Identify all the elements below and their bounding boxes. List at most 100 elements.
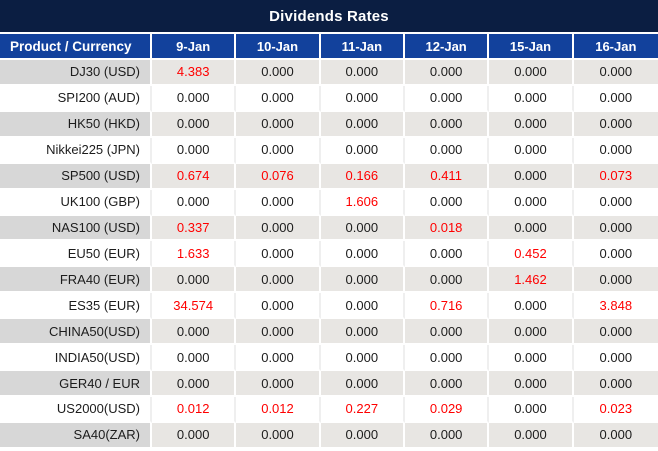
rate-cell: 0.000 (404, 60, 490, 86)
product-cell: SPI200 (AUD) (0, 85, 152, 112)
rate-cell: 0.000 (236, 422, 321, 449)
rate-cell: 0.000 (152, 85, 237, 112)
rate-cell: 0.000 (152, 137, 237, 164)
table-row: SPI200 (AUD) 0.000 0.000 0.000 0.000 0.000 0.0… (0, 85, 658, 112)
table-row: Nikkei225 (JPN) 0.000 0.000 0.000 0.000 0.000… (0, 137, 658, 164)
rate-cell: 0.000 (573, 85, 658, 112)
rate-cell: 0.000 (152, 422, 237, 449)
rate-cell: 0.337 (152, 215, 237, 242)
rate-cell: 0.000 (573, 60, 658, 86)
rate-cell: 0.000 (320, 267, 405, 294)
rate-cell: 0.000 (573, 319, 658, 346)
rate-cell: 0.000 (404, 422, 490, 449)
product-cell: INDIA50(USD) (0, 345, 152, 372)
rate-cell: 0.000 (236, 371, 321, 397)
table-row: HK50 (HKD) 0.000 0.000 0.000 0.000 0.000 0.000 (0, 111, 658, 138)
rate-cell: 34.574 (152, 293, 237, 320)
product-cell: SP500 (USD) (0, 163, 152, 190)
product-cell: FRA40 (EUR) (0, 267, 152, 294)
rate-cell: 0.000 (489, 319, 574, 346)
rate-cell: 0.000 (404, 241, 490, 268)
dividends-table: Product / Currency 9-Jan 10-Jan 11-Jan 1… (0, 34, 658, 449)
rate-cell: 0.000 (236, 111, 321, 138)
page-title: Dividends Rates (269, 7, 389, 25)
rate-cell: 0.000 (320, 137, 405, 164)
rate-cell: 0.000 (404, 345, 490, 372)
rate-cell: 0.000 (320, 241, 405, 268)
rate-cell: 0.000 (404, 319, 490, 346)
rate-cell: 0.000 (236, 137, 321, 164)
table-row: ES35 (EUR) 34.574 0.000 0.000 0.716 0.000 3.84… (0, 293, 658, 320)
rate-cell: 0.000 (573, 422, 658, 449)
rate-cell: 0.000 (320, 215, 405, 242)
rate-cell: 0.073 (573, 163, 658, 190)
rate-cell: 0.000 (320, 60, 405, 86)
rate-cell: 0.716 (404, 293, 490, 320)
rate-cell: 0.000 (573, 241, 658, 268)
column-header-date: 12-Jan (404, 34, 490, 60)
rate-cell: 0.000 (320, 422, 405, 449)
rate-cell: 0.000 (489, 396, 574, 423)
rate-cell: 0.000 (320, 111, 405, 138)
rate-cell: 0.000 (320, 85, 405, 112)
rate-cell: 0.000 (573, 137, 658, 164)
rate-cell: 0.227 (320, 396, 405, 423)
rate-cell: 0.000 (236, 215, 321, 242)
rate-cell: 0.000 (404, 137, 490, 164)
rate-cell: 0.000 (320, 371, 405, 397)
rate-cell: 0.000 (236, 319, 321, 346)
table-row: FRA40 (EUR) 0.000 0.000 0.000 0.000 1.462 0.00… (0, 267, 658, 294)
column-header-product: Product / Currency (0, 34, 152, 60)
rate-cell: 0.029 (404, 396, 490, 423)
rate-cell: 0.000 (152, 189, 237, 216)
rate-cell: 0.000 (320, 345, 405, 372)
product-cell: EU50 (EUR) (0, 241, 152, 268)
rate-cell: 0.000 (573, 111, 658, 138)
rate-cell: 0.000 (573, 267, 658, 294)
rate-cell: 0.000 (489, 60, 574, 86)
table-row: INDIA50(USD) 0.000 0.000 0.000 0.000 0.000 0.0… (0, 345, 658, 372)
rate-cell: 0.000 (489, 422, 574, 449)
rate-cell: 0.452 (489, 241, 574, 268)
rate-cell: 0.000 (404, 111, 490, 138)
product-cell: DJ30 (USD) (0, 60, 152, 86)
rate-cell: 0.000 (489, 163, 574, 190)
rate-cell: 0.000 (404, 189, 490, 216)
table-row: NAS100 (USD) 0.337 0.000 0.000 0.018 0.000 0.0… (0, 215, 658, 242)
product-cell: ES35 (EUR) (0, 293, 152, 320)
rate-cell: 1.633 (152, 241, 237, 268)
product-cell: GER40 / EUR (0, 371, 152, 397)
rate-cell: 0.000 (236, 293, 321, 320)
rate-cell: 0.000 (489, 371, 574, 397)
rate-cell: 0.000 (573, 189, 658, 216)
table-row: SA40(ZAR) 0.000 0.000 0.000 0.000 0.000 0.000 (0, 422, 658, 449)
column-header-date: 11-Jan (320, 34, 405, 60)
table-row: UK100 (GBP) 0.000 0.000 1.606 0.000 0.000 0.00… (0, 189, 658, 216)
table-row: CHINA50(USD) 0.000 0.000 0.000 0.000 0.000 0.0… (0, 319, 658, 346)
column-header-date: 15-Jan (489, 34, 574, 60)
rate-cell: 0.000 (489, 293, 574, 320)
rate-cell: 0.000 (489, 137, 574, 164)
rate-cell: 0.000 (236, 241, 321, 268)
rate-cell: 0.018 (404, 215, 490, 242)
rate-cell: 0.000 (489, 189, 574, 216)
rate-cell: 0.000 (320, 293, 405, 320)
rate-cell: 0.000 (404, 267, 490, 294)
rate-cell: 0.076 (236, 163, 321, 190)
rate-cell: 0.000 (236, 267, 321, 294)
rate-cell: 0.000 (152, 319, 237, 346)
rate-cell: 0.000 (236, 60, 321, 86)
rate-cell: 3.848 (573, 293, 658, 320)
table-row: US2000(USD) 0.012 0.012 0.227 0.029 0.000 0.02… (0, 396, 658, 423)
column-header-date: 10-Jan (236, 34, 321, 60)
rate-cell: 0.012 (236, 396, 321, 423)
table-body: DJ30 (USD) 4.383 0.000 0.000 0.000 0.000 0.000… (0, 60, 658, 449)
rate-cell: 0.000 (573, 215, 658, 242)
product-cell: HK50 (HKD) (0, 111, 152, 138)
rate-cell: 0.000 (573, 371, 658, 397)
column-header-date: 16-Jan (573, 34, 658, 60)
table-row: EU50 (EUR) 1.633 0.000 0.000 0.000 0.452 0.000 (0, 241, 658, 268)
rate-cell: 0.000 (236, 345, 321, 372)
product-cell: CHINA50(USD) (0, 319, 152, 346)
